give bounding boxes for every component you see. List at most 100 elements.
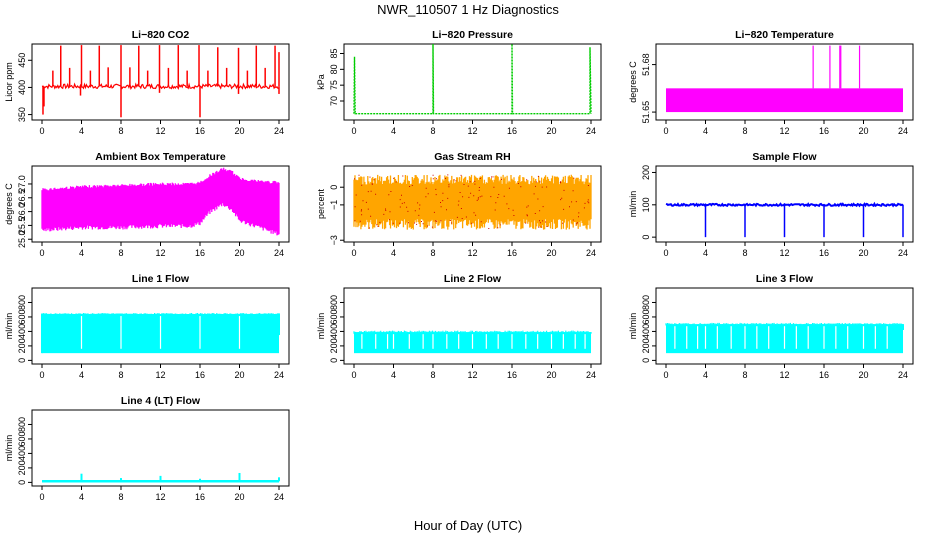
y-tick-label: 350: [17, 107, 27, 122]
panel-title: Ambient Box Temperature: [95, 151, 226, 163]
x-tick-label: 12: [467, 126, 477, 136]
panel-title: Sample Flow: [752, 151, 817, 163]
x-tick-label: 24: [274, 126, 284, 136]
figure-xlabel: Hour of Day (UTC): [413, 518, 523, 533]
y-axis-label: ml/min: [316, 313, 326, 340]
series-dots: [354, 174, 590, 229]
x-tick-label: 8: [430, 126, 435, 136]
x-tick-label: 20: [234, 492, 244, 502]
x-tick-label: 4: [391, 126, 396, 136]
series-band: [666, 88, 903, 113]
y-axis-label: kPa: [316, 74, 326, 90]
x-tick-label: 4: [703, 248, 708, 258]
panel-title: Line 3 Flow: [756, 273, 814, 285]
panel-title: Line 2 Flow: [444, 273, 502, 285]
x-tick-label: 0: [39, 492, 44, 502]
x-tick-label: 0: [663, 126, 668, 136]
panel-title: Li−820 Pressure: [432, 29, 513, 41]
x-tick-label: 16: [507, 126, 517, 136]
y-tick-label: 200: [329, 338, 339, 353]
x-tick-label: 24: [586, 370, 596, 380]
x-tick-label: 24: [898, 370, 908, 380]
x-tick-label: 24: [898, 248, 908, 258]
series-band: [353, 174, 592, 230]
y-tick-label: 25.0: [17, 230, 27, 248]
figure-title: NWR_110507 1 Hz Diagnostics: [377, 2, 559, 17]
y-tick-label: 25.5: [17, 217, 27, 235]
x-tick-label: 4: [79, 126, 84, 136]
x-tick-label: 12: [467, 248, 477, 258]
y-tick-label: 600: [641, 309, 651, 324]
y-tick-label: 600: [17, 309, 27, 324]
y-tick-label: 200: [641, 338, 651, 353]
x-tick-label: 20: [234, 370, 244, 380]
x-tick-label: 0: [39, 370, 44, 380]
y-axis-label: ml/min: [628, 191, 638, 218]
y-tick-label: 200: [17, 460, 27, 475]
x-tick-label: 4: [79, 370, 84, 380]
series-line: [41, 82, 280, 91]
x-tick-label: 8: [742, 126, 747, 136]
panel-title: Line 1 Flow: [132, 273, 190, 285]
panel-line3: Line 3 Flow 0 4 8 12 16 20 24 0 200400600800ml/mi…: [628, 273, 914, 380]
panel-title: Li−820 Temperature: [735, 29, 834, 41]
y-tick-label: 0: [329, 358, 339, 363]
panel-sampleflow: Sample Flow 0 4 8 12 16 20 24 0 100 200 ml/min: [628, 151, 914, 258]
x-tick-label: 16: [195, 370, 205, 380]
y-tick-label: 70: [329, 96, 339, 106]
x-tick-label: 20: [234, 248, 244, 258]
series-band: [41, 167, 280, 236]
panel-line1: Line 1 Flow 0 4 8 12 16 20 24 0 200400600800ml/mi…: [4, 273, 290, 380]
y-tick-label: 0: [641, 235, 651, 240]
x-tick-label: 20: [858, 370, 868, 380]
x-tick-label: 20: [858, 248, 868, 258]
x-tick-label: 24: [274, 370, 284, 380]
y-tick-label: 600: [329, 309, 339, 324]
x-tick-label: 4: [391, 370, 396, 380]
y-tick-label: 600: [17, 431, 27, 446]
y-tick-label: 75: [329, 80, 339, 90]
y-tick-label: 800: [641, 295, 651, 310]
x-tick-label: 20: [546, 370, 556, 380]
series-jitter: [665, 322, 904, 326]
y-tick-label: 27.0: [17, 175, 27, 193]
y-tick-label: 400: [329, 324, 339, 339]
panel-line2: Line 2 Flow 0 4 8 12 16 20 24 0 200400600800ml/mi…: [316, 273, 602, 380]
x-tick-label: 4: [79, 492, 84, 502]
x-tick-label: 8: [118, 248, 123, 258]
x-tick-label: 4: [391, 248, 396, 258]
x-tick-label: 16: [195, 492, 205, 502]
x-tick-label: 8: [118, 492, 123, 502]
panel-title: Line 4 (LT) Flow: [121, 395, 201, 407]
plot-frame: [31, 43, 290, 121]
y-tick-label: 200: [641, 165, 651, 180]
panel-temperature: Li−820 Temperature 0 4 8 12 16 20 24 51.65 51.68d…: [628, 29, 914, 136]
y-tick-label: 400: [17, 324, 27, 339]
y-tick-label: 0: [17, 358, 27, 363]
x-tick-label: 0: [351, 248, 356, 258]
x-tick-label: 4: [703, 370, 708, 380]
x-tick-label: 24: [274, 492, 284, 502]
y-tick-label: 800: [17, 417, 27, 432]
x-tick-label: 0: [351, 370, 356, 380]
x-tick-label: 0: [663, 248, 668, 258]
x-tick-label: 20: [858, 126, 868, 136]
x-tick-label: 8: [742, 370, 747, 380]
plot-frame: [31, 409, 290, 487]
x-tick-label: 12: [779, 370, 789, 380]
x-tick-label: 12: [155, 492, 165, 502]
x-tick-label: 24: [586, 126, 596, 136]
x-tick-label: 16: [507, 370, 517, 380]
x-tick-label: 12: [467, 370, 477, 380]
x-tick-label: 12: [155, 248, 165, 258]
y-axis-label: ml/min: [628, 313, 638, 340]
x-tick-label: 8: [430, 370, 435, 380]
y-tick-label: 800: [329, 295, 339, 310]
y-tick-label: 400: [17, 446, 27, 461]
panel-ambient: Ambient Box Temperature 0 4 8 12 16 20 24 25.025…: [4, 151, 290, 258]
y-tick-label: 200: [17, 338, 27, 353]
y-tick-label: −1: [329, 200, 339, 210]
x-tick-label: 0: [39, 126, 44, 136]
panel-pressure: Li−820 Pressure 0 4 8 12 16 20 24 70 75 80 85 kPa: [316, 29, 602, 136]
